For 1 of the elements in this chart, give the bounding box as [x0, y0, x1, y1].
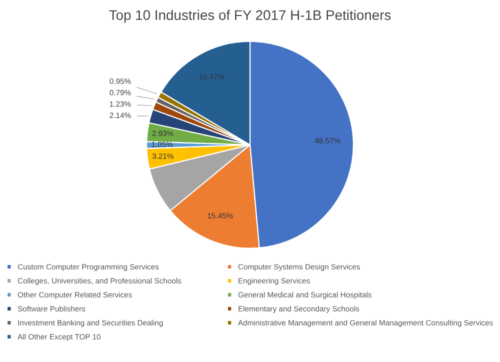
chart-title: Top 10 Industries of FY 2017 H-1B Petitioners: [109, 10, 391, 23]
